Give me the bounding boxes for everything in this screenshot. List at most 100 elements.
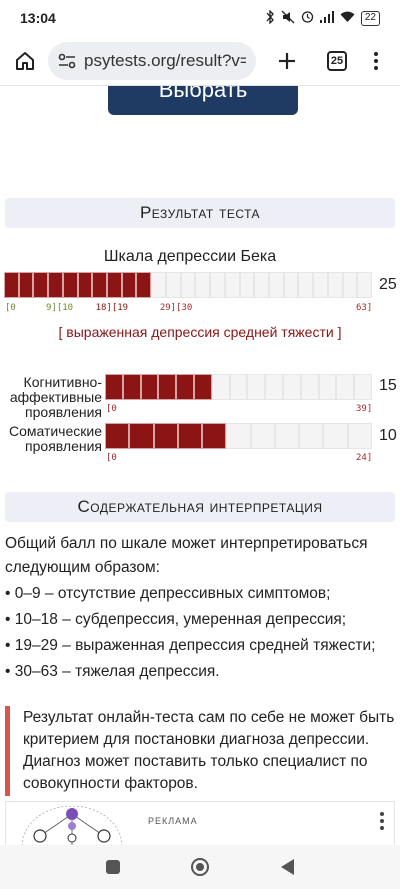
bar-cell-empty	[226, 423, 251, 449]
url-text: psytests.org/result?v=d	[84, 50, 246, 70]
bar-cell-empty	[283, 374, 301, 400]
bar-cell-empty	[357, 272, 372, 298]
subscale-max-tick-somatic: 24]	[356, 453, 373, 463]
home-icon	[16, 51, 34, 70]
home-button[interactable]	[8, 44, 42, 78]
status-bar: 13:04 22	[0, 0, 400, 36]
bar-cell-filled	[177, 423, 203, 449]
bar-cell-empty	[299, 423, 324, 449]
bar-cell-filled	[158, 374, 177, 400]
alarm-icon	[301, 10, 314, 26]
bar-cell-filled	[176, 374, 194, 400]
bar-cell-empty	[210, 272, 225, 298]
bar-cell-filled	[77, 272, 93, 298]
bar-cell-filled	[194, 374, 212, 400]
scale-title: Шкала депрессии Бека	[103, 248, 277, 265]
bar-cell-empty	[347, 423, 372, 449]
ad-image	[21, 806, 123, 845]
subscale-min-tick-somatic: [0	[106, 453, 117, 463]
bar-cell-empty	[211, 374, 230, 400]
bar-cell-empty	[239, 272, 255, 298]
bar-cell-empty	[247, 374, 266, 400]
bar-cell-filled	[105, 423, 130, 449]
bar-cell-filled	[136, 272, 152, 298]
new-tab-button[interactable]	[268, 42, 306, 80]
main-score-bar	[4, 272, 372, 298]
scale-tick-label: 9][10	[45, 303, 74, 313]
bar-cell-empty	[195, 272, 211, 298]
browser-menu-button[interactable]	[362, 42, 390, 80]
bar-cell-filled	[129, 423, 154, 449]
bar-cell-filled	[202, 423, 227, 449]
mute-icon	[281, 10, 295, 27]
bar-cell-filled	[107, 272, 122, 298]
bar-cell-filled	[105, 374, 123, 400]
home-nav-button[interactable]	[191, 858, 210, 876]
interpretation-item: • 0–9 – отсутствие депрессивных симптомо…	[5, 585, 331, 602]
bluetooth-icon	[265, 8, 275, 27]
recent-apps-button[interactable]	[105, 860, 120, 874]
bar-cell-filled	[140, 374, 159, 400]
interpretation-item: • 19–29 – выраженная депрессия средней т…	[5, 637, 376, 654]
bar-cell-empty	[224, 272, 240, 298]
bar-cell-empty	[250, 423, 275, 449]
bar-cell-filled	[62, 272, 78, 298]
bar-cell-empty	[354, 374, 372, 400]
bar-cell-filled	[33, 272, 49, 298]
bar-cell-empty	[318, 374, 337, 400]
scale-tick-label: 18][19	[95, 303, 129, 313]
subscale-min-tick-cognitive: [0	[106, 404, 117, 414]
address-bar[interactable]: psytests.org/result?v=d	[48, 41, 256, 80]
bar-cell-empty	[151, 272, 166, 298]
subscale-score-somatic: 10	[379, 427, 397, 444]
bar-cell-empty	[229, 374, 248, 400]
bar-cell-empty	[342, 272, 358, 298]
interpretation-item: • 30–63 – тяжелая депрессия.	[5, 663, 220, 680]
tab-switcher-button[interactable]: 25	[318, 42, 356, 80]
subscale-bar-cognitive	[105, 374, 372, 400]
signal-icon	[319, 10, 334, 26]
browser-toolbar: psytests.org/result?v=d 25	[0, 36, 400, 86]
bar-cell-filled	[153, 423, 178, 449]
main-score-value: 25	[379, 276, 397, 293]
bar-cell-empty	[300, 374, 319, 400]
interpretation-section-title: Содержательная интерпретация	[5, 492, 395, 522]
plus-icon	[279, 52, 295, 69]
subscale-bar-somatic	[105, 423, 372, 449]
ad-banner[interactable]: РЕКЛАМА	[5, 801, 395, 845]
system-nav-bar	[0, 845, 400, 889]
status-icons: 22	[265, 8, 380, 27]
bar-cell-empty	[283, 272, 299, 298]
subscale-score-cognitive: 15	[379, 377, 397, 394]
choose-button[interactable]: Выбрать	[108, 86, 298, 115]
subscale-label-somatic: Соматические проявления	[8, 423, 102, 454]
bar-cell-empty	[165, 272, 181, 298]
scale-tick-label: [0	[5, 303, 16, 313]
subscale-label-cognitive: Когнитивно-аффективные проявления	[9, 374, 102, 420]
bar-cell-filled	[18, 272, 34, 298]
bar-cell-empty	[327, 272, 343, 298]
interpretation-item: • 10–18 – субдепрессия, умеренная депрес…	[5, 611, 347, 628]
tabs-count: 25	[327, 50, 347, 71]
ad-menu-button[interactable]	[380, 812, 384, 830]
bar-cell-filled	[92, 272, 108, 298]
result-section-title: Результат теста	[5, 198, 395, 228]
battery-icon: 22	[360, 10, 380, 26]
page-content: Выбрать Результат теста Шкала депрессии …	[0, 86, 400, 845]
bar-cell-empty	[298, 272, 314, 298]
scale-tick-label: 63]	[356, 303, 373, 313]
back-button[interactable]	[281, 859, 295, 875]
bar-cell-empty	[265, 374, 283, 400]
disclaimer-note: Результат онлайн-теста сам по себе не мо…	[5, 706, 395, 796]
wifi-icon	[340, 11, 355, 26]
result-verdict: [ выраженная депрессия средней тяжести ]	[58, 324, 342, 340]
bar-cell-empty	[323, 423, 348, 449]
site-settings-icon[interactable]	[58, 53, 76, 69]
bar-cell-filled	[48, 272, 63, 298]
bar-cell-filled	[121, 272, 137, 298]
bar-cell-empty	[313, 272, 328, 298]
ad-label: РЕКЛАМА	[148, 816, 198, 826]
bar-cell-empty	[254, 272, 269, 298]
bar-cell-empty	[180, 272, 196, 298]
bar-cell-empty	[274, 423, 300, 449]
